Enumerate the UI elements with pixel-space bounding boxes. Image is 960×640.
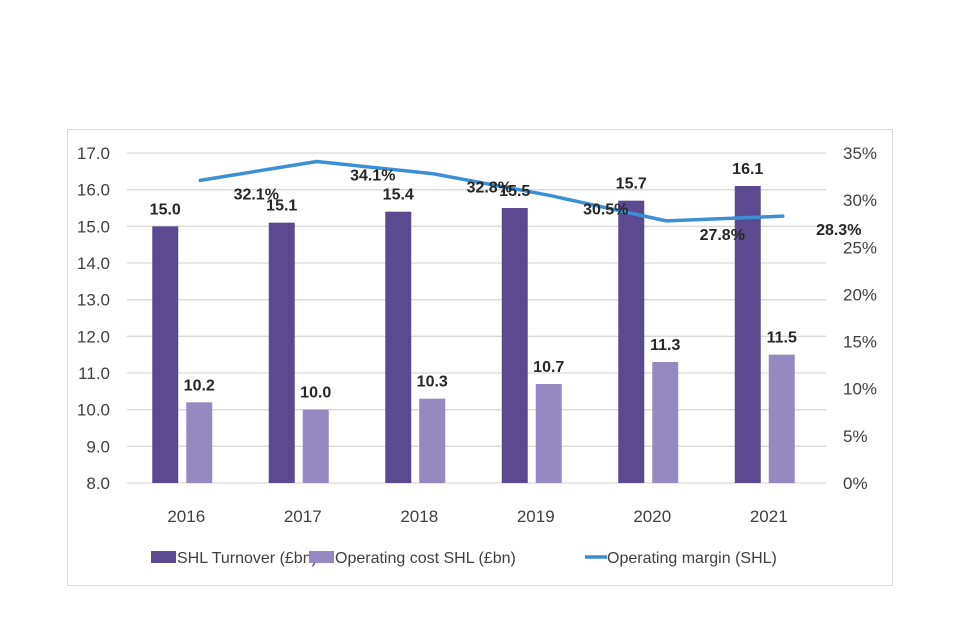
left-tick-label: 17.0 [77, 144, 110, 163]
data-label: 10.7 [533, 359, 564, 376]
left-tick-label: 11.0 [78, 364, 110, 383]
bar-operating-cost [302, 409, 329, 483]
data-label: 15.1 [266, 198, 297, 215]
data-label: 15.4 [383, 187, 414, 204]
bars [152, 186, 795, 484]
legend-label: Operating cost SHL (£bn) [335, 550, 516, 567]
bar-operating-cost [768, 354, 795, 483]
left-tick-label: 12.0 [77, 327, 110, 346]
data-label: 30.5% [583, 201, 628, 218]
right-tick-label: 35% [843, 144, 877, 163]
left-tick-label: 13.0 [77, 291, 110, 310]
bar-operating-cost [186, 402, 213, 483]
right-tick-label: 25% [843, 238, 877, 257]
x-tick-label: 2017 [284, 507, 322, 526]
legend-item: Operating margin (SHL) [585, 550, 777, 567]
data-label: 11.5 [767, 330, 797, 347]
data-label: 16.1 [732, 161, 763, 178]
bar-turnover [385, 211, 412, 483]
legend-item: SHL Turnover (£bn) [151, 550, 317, 567]
legend-item: Operating cost SHL (£bn) [309, 550, 516, 567]
margin-line [198, 159, 785, 223]
data-label: 15.0 [150, 201, 181, 218]
margin-line-path [198, 159, 785, 223]
right-tick-label: 10% [843, 380, 877, 399]
left-tick-label: 9.0 [86, 437, 110, 456]
left-tick-label: 15.0 [77, 217, 110, 236]
data-label: 27.8% [700, 227, 745, 244]
gridlines [127, 152, 826, 484]
bar-turnover [734, 186, 761, 483]
legend-swatch [151, 551, 176, 563]
left-tick-label: 14.0 [77, 254, 110, 273]
data-labels: 15.0 15.1 15.4 15.5 15.7 16.1 10.2 10.0 10.3 10.7… [150, 161, 862, 402]
x-tick-label: 2018 [400, 507, 438, 526]
data-label: 11.3 [650, 337, 680, 354]
bar-operating-cost [535, 384, 562, 483]
data-label: 32.1% [234, 186, 279, 203]
left-tick-label: 10.0 [77, 401, 110, 420]
left-tick-label: 16.0 [77, 181, 110, 200]
data-label: 15.7 [616, 176, 647, 193]
legend-label: Operating margin (SHL) [607, 550, 777, 567]
legend-label: SHL Turnover (£bn) [177, 550, 317, 567]
right-tick-label: 15% [843, 333, 877, 352]
right-tick-label: 5% [843, 427, 868, 446]
x-tick-label: 2021 [750, 507, 788, 526]
x-tick-label: 2020 [633, 507, 671, 526]
x-tick-label: 2016 [167, 507, 205, 526]
bar-turnover [501, 208, 528, 483]
left-axis-ticks: 17.0 16.0 15.0 14.0 13.0 12.0 11.0 10.0 9.0 8.0 [77, 144, 110, 493]
legend: SHL Turnover (£bn) Operating cost SHL (£b… [151, 550, 777, 567]
data-label: 34.1% [350, 167, 395, 184]
bar-turnover [268, 222, 295, 483]
right-tick-label: 20% [843, 285, 877, 304]
bar-operating-cost [419, 398, 446, 483]
x-axis-ticks: 2016 2017 2018 2019 2020 2021 [167, 507, 787, 526]
legend-swatch [309, 551, 334, 563]
data-label: 28.3% [816, 222, 861, 239]
bar-turnover [152, 226, 179, 484]
data-label: 10.3 [417, 374, 448, 391]
right-tick-label: 30% [843, 191, 877, 210]
x-tick-label: 2019 [517, 507, 555, 526]
data-label: 15.5 [499, 183, 530, 200]
left-tick-label: 8.0 [86, 474, 110, 493]
right-tick-label: 0% [843, 474, 868, 493]
bar-turnover [618, 200, 645, 483]
right-axis-ticks: 35% 30% 25% 20% 15% 10% 5% 0% [843, 144, 877, 493]
data-label: 10.0 [300, 385, 331, 402]
bar-operating-cost [652, 362, 679, 483]
data-label: 32.8% [467, 180, 512, 197]
data-label: 10.2 [184, 377, 215, 394]
